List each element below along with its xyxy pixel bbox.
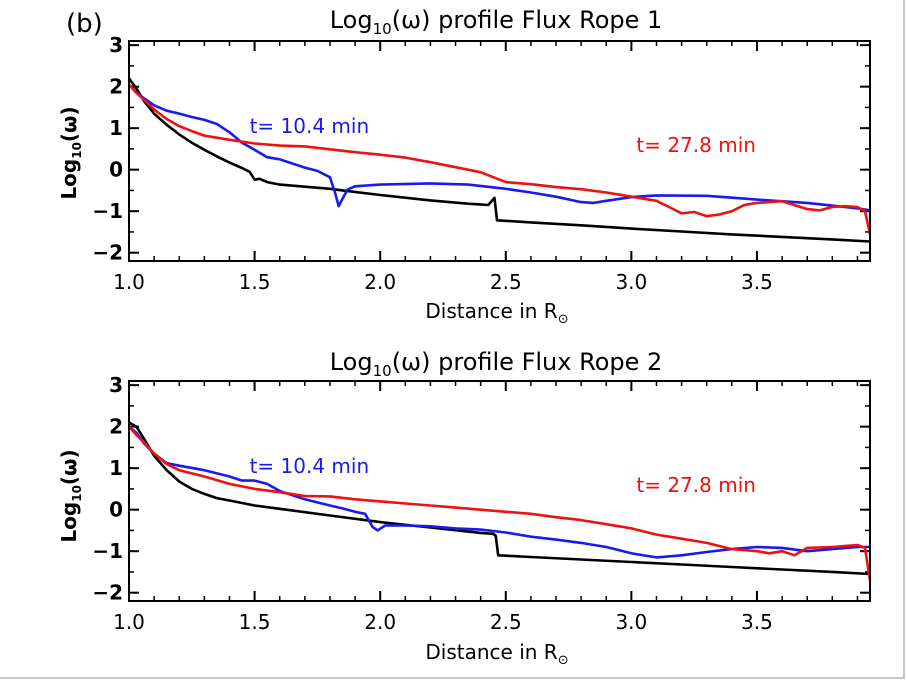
y-tick-label: 3 <box>109 33 123 57</box>
annotation-red: t= 27.8 min <box>636 473 756 497</box>
x-tick-label: 2.0 <box>364 610 396 634</box>
chart-flux-rope-1: Log10(ω) profile Flux Rope 1 Log10(ω) Di… <box>57 6 872 327</box>
chart-title: Log10(ω) profile Flux Rope 1 <box>330 6 663 38</box>
annotation-blue: t= 10.4 min <box>250 114 370 138</box>
annotation-blue: t= 10.4 min <box>250 454 370 478</box>
y-tick-label: −2 <box>92 581 123 605</box>
x-tick-label: 1.5 <box>239 610 271 634</box>
x-tick-label: 1.0 <box>113 610 145 634</box>
x-tick-label: 1.0 <box>113 270 145 294</box>
plot-area <box>128 40 871 262</box>
series-line-black <box>128 421 871 576</box>
x-tick-label: 1.5 <box>239 270 271 294</box>
y-tick-label: −1 <box>92 539 123 563</box>
y-tick-label: −2 <box>92 241 123 265</box>
x-tick-label: 3.5 <box>741 270 773 294</box>
chart-flux-rope-2: Log10(ω) profile Flux Rope 2 Log10(ω) Di… <box>57 348 872 668</box>
y-tick-label: 1 <box>109 456 123 480</box>
y-tick-label: 2 <box>109 75 123 99</box>
x-tick-label: 3.5 <box>741 610 773 634</box>
panel-label: (b) <box>66 9 103 39</box>
y-axis-label: Log10(ω) <box>57 449 84 542</box>
annotation-red: t= 27.8 min <box>636 133 756 157</box>
y-tick-label: 3 <box>109 373 123 397</box>
y-tick-label: −1 <box>92 199 123 223</box>
y-axis-label: Log10(ω) <box>57 106 84 199</box>
y-tick-label: 0 <box>109 158 123 182</box>
series-line-black <box>127 77 871 243</box>
y-tick-label: 0 <box>109 498 123 522</box>
plot-area <box>128 380 871 602</box>
x-axis-label: Distance in R⊙ <box>425 299 568 327</box>
y-tick-label: 2 <box>109 415 123 439</box>
series-line-red <box>128 425 872 581</box>
x-tick-label: 2.5 <box>490 270 522 294</box>
series-line-blue <box>128 425 870 559</box>
x-tick-label: 2.5 <box>490 610 522 634</box>
series-line-red <box>128 83 872 235</box>
y-tick-label: 1 <box>109 116 123 140</box>
x-tick-label: 2.0 <box>364 270 396 294</box>
x-tick-label: 3.0 <box>615 270 647 294</box>
x-tick-label: 3.0 <box>615 610 647 634</box>
x-axis-label: Distance in R⊙ <box>425 640 568 668</box>
chart-title: Log10(ω) profile Flux Rope 2 <box>330 348 663 380</box>
series-line-blue <box>128 83 871 212</box>
